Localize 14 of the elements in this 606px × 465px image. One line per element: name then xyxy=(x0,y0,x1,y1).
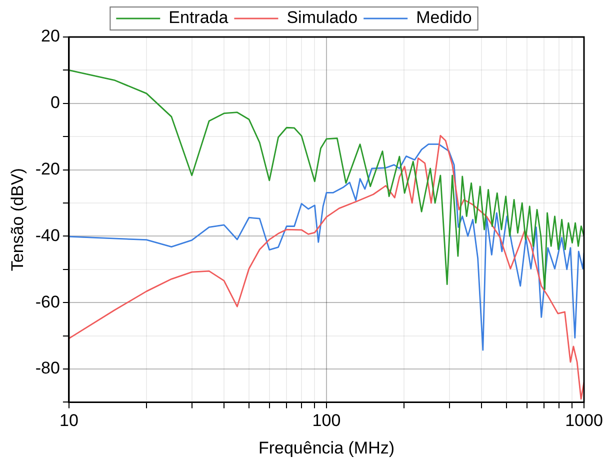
x-tick-label: 10 xyxy=(60,411,78,430)
legend-label: Entrada xyxy=(168,8,229,28)
y-tick-label: -60 xyxy=(35,292,60,312)
y-axis-title: Tensão (dBV) xyxy=(8,168,27,272)
legend-label: Medido xyxy=(416,8,472,28)
x-tick-label: 100 xyxy=(312,411,341,430)
y-tick-label: -80 xyxy=(35,358,60,378)
y-tick-label: -40 xyxy=(35,226,60,245)
legend-label: Simulado xyxy=(286,8,358,28)
y-tick-label: 0 xyxy=(50,93,60,112)
y-tick-label: 20 xyxy=(41,26,60,46)
y-tick-label: -20 xyxy=(35,159,60,178)
x-tick-label: 1000 xyxy=(565,411,603,430)
x-axis-title: Frequência (MHz) xyxy=(258,438,395,458)
